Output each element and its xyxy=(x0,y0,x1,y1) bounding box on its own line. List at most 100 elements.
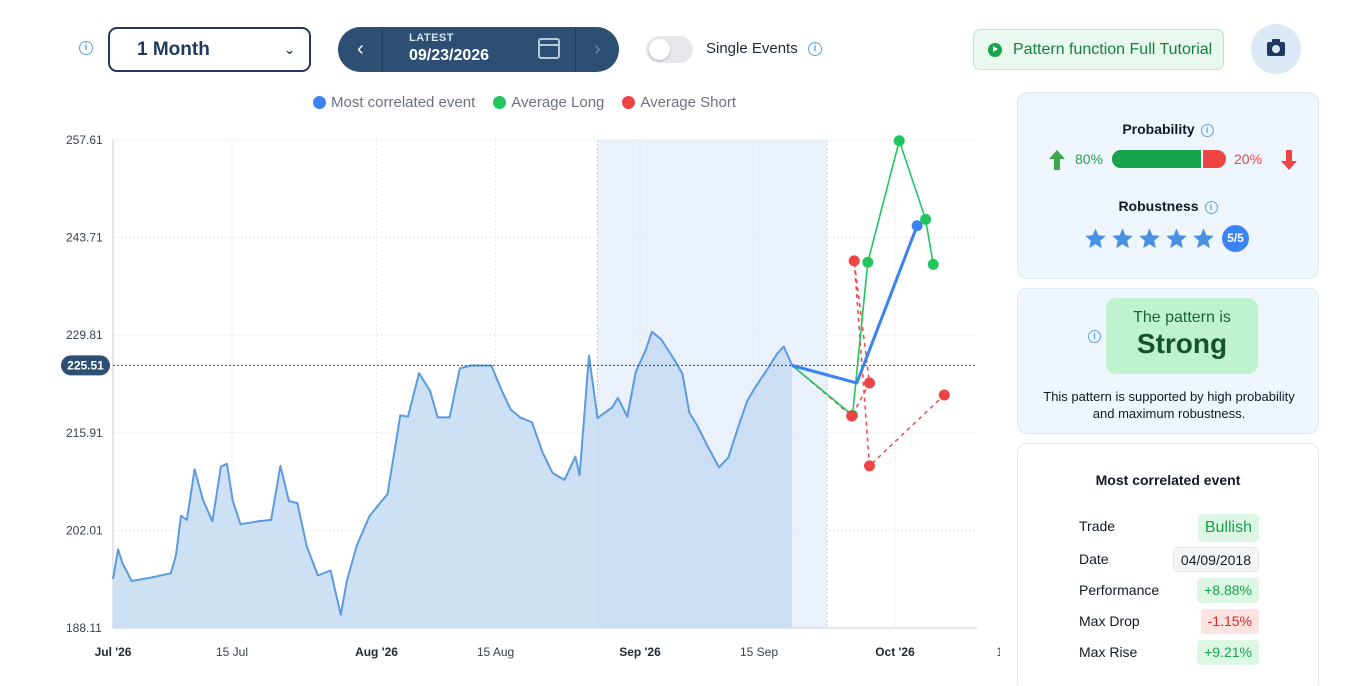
robustness-title: Robustness i xyxy=(1018,198,1318,214)
average-long-point xyxy=(862,256,874,268)
strength-badge: The pattern is Strong xyxy=(1106,298,1258,374)
previous-date-button[interactable]: ‹ xyxy=(338,27,383,72)
average-long-path xyxy=(791,140,935,417)
legend-dot xyxy=(313,96,326,109)
legend-label: Most correlated event xyxy=(331,94,476,111)
event-max-rise-value: +9.21% xyxy=(1197,640,1259,665)
single-events-info-icon[interactable]: i xyxy=(808,42,822,56)
x-tick-label: 15 Sep xyxy=(740,645,778,659)
robustness-title-text: Robustness xyxy=(1118,198,1199,214)
most-correlated-point xyxy=(911,220,923,232)
average-long-point xyxy=(893,135,905,147)
probability-panel: Probability i 80% 20% Robustness i 5/5 xyxy=(1017,92,1319,279)
probability-row: 80% 20% xyxy=(1046,150,1297,170)
legend-dot xyxy=(493,96,507,109)
latest-date: 09/23/2026 xyxy=(409,47,490,64)
event-key: Date xyxy=(1079,551,1109,567)
probability-title: Probability i xyxy=(1018,121,1318,137)
camera-icon xyxy=(1267,39,1285,56)
strength-value: Strong xyxy=(1136,328,1228,359)
screenshot-button[interactable] xyxy=(1251,24,1301,74)
strength-label: The pattern is xyxy=(1133,309,1231,326)
star-icon xyxy=(1166,228,1187,249)
event-row-performance: Performance +8.88% xyxy=(1079,578,1259,604)
event-row-max-drop: Max Drop -1.15% xyxy=(1079,609,1259,635)
price-pattern-chart: 257.61 243.71 229.81 215.91 202.01 188.11 Jul … xyxy=(61,133,1000,659)
pattern-strength-panel: i The pattern is Strong This pattern is … xyxy=(1017,288,1319,434)
y-tick-label: 257.61 xyxy=(66,133,103,147)
toggle-knob xyxy=(649,39,670,60)
probability-bar xyxy=(1112,150,1226,168)
event-key: Max Drop xyxy=(1079,613,1140,629)
x-tick-label: Jul '26 xyxy=(95,645,132,659)
x-tick-label: Oct '26 xyxy=(875,645,915,659)
date-navigator: ‹ LATEST 09/23/2026 › xyxy=(338,27,619,72)
chevron-right-icon: › xyxy=(594,38,601,60)
probability-info-icon[interactable]: i xyxy=(1200,124,1214,137)
next-date-button[interactable]: › xyxy=(576,27,619,72)
event-key: Performance xyxy=(1079,582,1160,598)
y-tick-label: 188.11 xyxy=(66,621,102,635)
arrow-down-icon xyxy=(1281,150,1297,170)
y-tick-label: 229.81 xyxy=(66,328,103,342)
star-icon xyxy=(1085,228,1106,249)
event-max-drop-value: -1.15% xyxy=(1200,609,1259,634)
probability-bar-long xyxy=(1112,150,1204,168)
chevron-left-icon: ‹ xyxy=(357,38,364,60)
y-tick-label: 215.91 xyxy=(66,426,103,440)
divider xyxy=(382,27,383,72)
short-percentage: 20% xyxy=(1234,151,1263,167)
robustness-info-icon[interactable]: i xyxy=(1204,201,1218,214)
average-short-point xyxy=(938,389,950,401)
strength-info-icon[interactable]: i xyxy=(1088,330,1101,343)
star-icon xyxy=(1193,228,1214,249)
period-info-icon[interactable]: i xyxy=(79,41,93,55)
y-tick-label: 243.71 xyxy=(66,231,103,245)
tutorial-button-label: Pattern function Full Tutorial xyxy=(1013,40,1213,58)
single-events-label: Single Events xyxy=(706,40,798,57)
event-key: Trade xyxy=(1079,518,1116,534)
average-short-point xyxy=(864,377,875,389)
most-correlated-event-panel: Most correlated event Trade Bullish Date… xyxy=(1017,443,1319,686)
x-tick-label: 15 Jul xyxy=(216,645,248,659)
legend-item-average-long[interactable]: Average Long xyxy=(493,94,604,111)
event-panel-title: Most correlated event xyxy=(1095,472,1241,488)
event-row-max-rise: Max Rise +9.21% xyxy=(1079,640,1259,666)
probability-title-text: Probability xyxy=(1122,121,1195,137)
chevron-down-icon: ⌄ xyxy=(284,41,295,57)
price-area-fill xyxy=(113,331,793,628)
event-row-date: Date 04/09/2018 xyxy=(1079,547,1259,573)
x-tick-label: Sep '26 xyxy=(619,645,661,659)
legend-item-average-short[interactable]: Average Short xyxy=(622,94,736,111)
latest-label: LATEST xyxy=(409,32,454,44)
event-performance-value: +8.88% xyxy=(1197,578,1259,603)
star-icon xyxy=(1139,228,1160,249)
average-short-point xyxy=(848,255,860,267)
event-key: Max Rise xyxy=(1079,644,1138,660)
period-select-value: 1 Month xyxy=(137,38,210,60)
legend-label: Average Short xyxy=(640,94,737,111)
average-short-point xyxy=(846,410,858,422)
single-events-toggle[interactable] xyxy=(646,36,693,63)
strength-description: This pattern is supported by high probab… xyxy=(1043,389,1295,421)
long-percentage: 80% xyxy=(1075,151,1104,167)
x-tick-label: 15 Aug xyxy=(477,645,514,659)
star-icon xyxy=(1112,228,1133,249)
divider xyxy=(575,27,576,72)
tutorial-button[interactable]: Pattern function Full Tutorial xyxy=(973,29,1224,70)
legend-dot xyxy=(622,96,636,109)
current-price-label: 225.51 xyxy=(67,358,104,372)
event-row-trade: Trade Bullish xyxy=(1079,514,1259,542)
y-tick-label: 202.01 xyxy=(66,523,103,537)
calendar-icon[interactable] xyxy=(538,38,560,59)
legend-label: Average Long xyxy=(511,94,605,111)
most-correlated-path xyxy=(791,225,919,385)
robustness-stars: 5/5 xyxy=(1084,225,1249,252)
event-trade-badge: Bullish xyxy=(1197,514,1259,542)
legend-item-most-correlated[interactable]: Most correlated event xyxy=(313,94,475,111)
average-long-point xyxy=(920,213,932,225)
average-long-point xyxy=(927,258,939,270)
robustness-badge: 5/5 xyxy=(1222,225,1249,252)
period-select[interactable]: 1 Month ⌄ xyxy=(108,27,311,72)
x-tick-label: 15 Oct xyxy=(996,645,1000,659)
